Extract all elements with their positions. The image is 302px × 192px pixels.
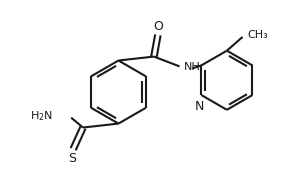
Text: S: S bbox=[68, 152, 76, 165]
Text: CH₃: CH₃ bbox=[248, 30, 268, 40]
Text: N: N bbox=[194, 100, 204, 113]
Text: H$_2$N: H$_2$N bbox=[31, 109, 53, 123]
Text: NH: NH bbox=[184, 62, 200, 72]
Text: O: O bbox=[153, 20, 163, 32]
